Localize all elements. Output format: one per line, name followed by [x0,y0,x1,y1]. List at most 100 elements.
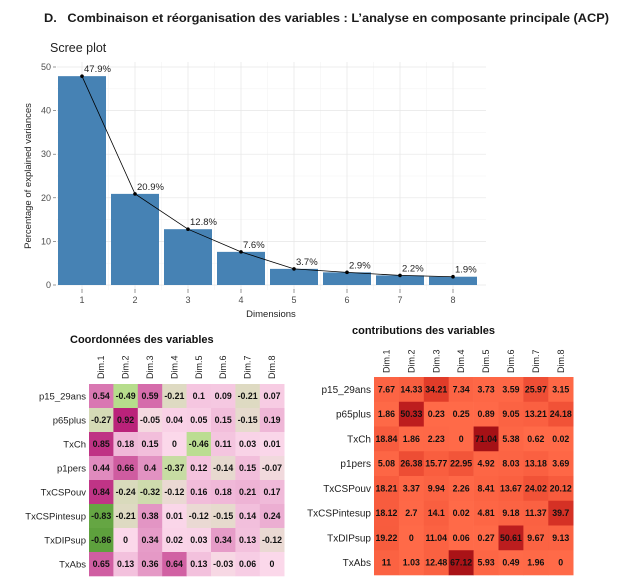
row-labels: p15_29ans p65plus TxCh p1pers TxCSPouv TxCSPi… [307,385,371,569]
row-label: p1pers [340,459,371,470]
cell-value: 0.34 [215,535,232,545]
row-labels: p15_29ans p65plus TxCh p1pers TxCSPouv TxCSPi… [25,392,86,571]
coordinates-heatmap: Coordonnées des variables Dim.1 Dim.2 Dim.… [25,334,285,577]
cell-value: 24.18 [550,409,572,419]
cell-value: 0.44 [93,463,110,473]
heatmap-cell [162,456,187,481]
cell-value: -0.15 [238,415,258,425]
cell-value: -0.15 [213,511,233,521]
cell-value: 0.02 [166,535,183,545]
heatmap-cell [523,377,549,403]
cell-value: 50.33 [400,409,422,419]
heatmap-cell [113,408,139,433]
cell-value: 0.01 [166,511,183,521]
heatmap-cell [498,476,524,502]
heatmap-cell [211,432,236,457]
cell-value: -0.32 [140,487,160,497]
heatmap-cell [548,401,574,427]
cell-value: 0.03 [239,439,256,449]
column-label: Dim.5 [194,355,204,379]
cell-value: 0.62 [527,434,544,444]
contributions-heatmap: contributions des variables Dim.1 Dim.2 Di… [307,325,574,576]
heatmap-cell [448,550,474,576]
heatmap-cell [374,401,400,427]
heatmap-cell [162,552,187,577]
contributions-heatmap-title: contributions des variables [352,325,495,337]
heatmap-cell [374,377,400,403]
heatmap-cell [235,528,261,553]
heatmap-cell [211,408,236,433]
column-labels: Dim.1 Dim.2 Dim.3 Dim.4 Dim.5 Dim.6 Dim.7 Dim.8 [96,355,277,379]
column-label: Dim.3 [145,355,155,379]
heatmap-cell [259,408,285,433]
cell-value: 14.33 [400,384,422,394]
point [186,227,190,231]
heatmap-cell [398,401,425,427]
cell-value: 0.65 [93,559,110,569]
heatmap-cell [374,550,400,576]
heatmap-cell [235,408,261,433]
cell-value: 0.49 [502,558,519,568]
point [345,270,349,275]
cell-value: 9.94 [428,483,445,493]
data-label-value: 2.9 [349,260,362,271]
heatmap-cell [423,476,449,502]
heatmap-cell [89,504,114,529]
cell-value: 0 [123,535,128,545]
bar [376,275,424,285]
data-label-suffix: % [415,263,424,274]
y-tick-label: 50 [41,62,51,72]
heatmap-cell [259,432,285,457]
heatmap-cell [473,476,499,502]
data-label: 47.9% [84,64,112,75]
cell-value: 19.22 [375,533,397,543]
heatmap-cell [548,500,574,526]
heatmap-cell [398,426,425,452]
column-label: Dim.2 [121,355,131,379]
cell-value: 3.37 [403,483,420,493]
heatmap-cell [423,401,449,427]
cell-value: 1.96 [527,558,544,568]
cell-value: 4.92 [477,459,494,469]
cell-value: 13.67 [500,483,522,493]
heatmap-cells: 0.54 -0.49 0.59 -0.21 0.1 0.09 -0.21 0.07 -0.27 0… [89,384,285,577]
heatmap-cell [523,500,549,526]
bar [270,268,318,285]
heatmap-cell [398,550,425,576]
heatmap-cell [186,504,212,529]
cell-value: 0.54 [93,391,110,401]
cell-value: -0.12 [262,535,282,545]
heatmap-cell [374,451,400,477]
cell-value: 0.06 [453,533,470,543]
heatmap-cell [235,432,261,457]
heatmap-cell [113,456,139,481]
cell-value: 2.7 [405,508,417,518]
cell-value: 8.03 [502,459,519,469]
row-label: TxAbs [59,560,86,571]
cell-value: 3.15 [552,384,569,394]
cell-value: 0.02 [453,508,470,518]
row-label: TxCSPouv [323,484,371,495]
cell-value: 0.92 [117,415,134,425]
heatmap-cell [523,401,549,427]
heatmap-cell [498,377,524,403]
cell-value: 0.25 [453,409,470,419]
column-labels: Dim.1 Dim.2 Dim.3 Dim.4 Dim.5 Dim.6 Dim.7 Dim.8 [381,349,565,373]
heatmap-cell [186,384,212,409]
cell-value: 14.1 [428,508,445,518]
heatmap-cell [259,504,285,529]
heatmap-cell [259,480,285,505]
column-label: Dim.8 [556,349,566,373]
cell-value: 0.34 [141,535,158,545]
cell-value: 34.21 [425,384,447,394]
cell-value: 2.23 [428,434,445,444]
heatmap-cell [448,525,474,551]
heatmap-cell [235,384,261,409]
heatmap-cell [523,550,549,576]
heatmap-cell [89,528,114,553]
cell-value: 39.7 [552,508,569,518]
bar [58,76,106,285]
heatmap-cell [235,504,261,529]
cell-value: 0.19 [263,415,280,425]
heatmap-cell [423,500,449,526]
